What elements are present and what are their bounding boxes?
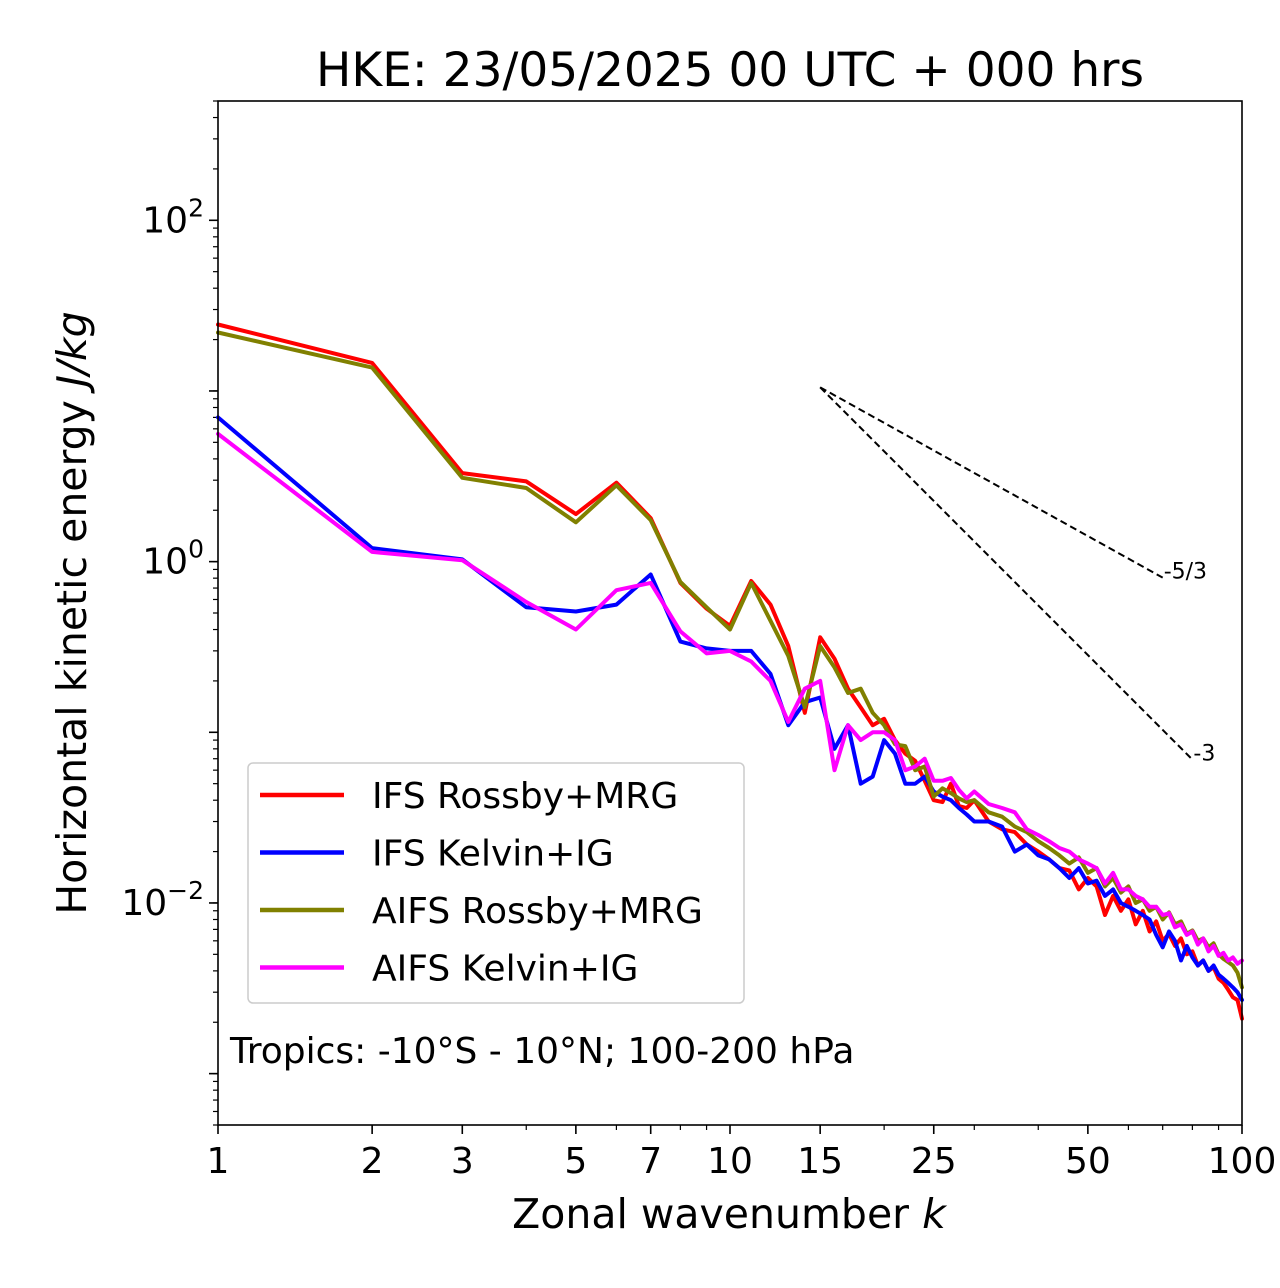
y-axis-label: Horizontal kinetic energy J/kg xyxy=(48,311,96,914)
x-tick-label: 5 xyxy=(564,1141,587,1182)
chart-title: HKE: 23/05/2025 00 UTC + 000 hrs xyxy=(316,43,1144,98)
legend-label: IFS Rossby+MRG xyxy=(372,776,678,817)
x-axis-label-var: k xyxy=(922,1190,948,1238)
x-tick-label: 10 xyxy=(707,1141,753,1182)
y-tick-label: 102 xyxy=(142,193,204,241)
y-axis-label-unit: J/kg xyxy=(48,311,96,394)
axis-ticks: 1 2 3 5 7 10 15 25 50 100 102 100 10−2 xyxy=(121,100,1277,1182)
x-tick-label: 15 xyxy=(797,1141,843,1182)
x-tick-label: 25 xyxy=(911,1141,957,1182)
x-tick-label: 100 xyxy=(1208,1141,1277,1182)
region-annotation: Tropics: -10°S - 10°N; 100-200 hPa xyxy=(229,1031,854,1072)
x-axis-label-text: Zonal wavenumber xyxy=(512,1190,922,1238)
data-series xyxy=(216,322,1244,1021)
legend-items: IFS Rossby+MRG IFS Kelvin+IG AIFS Rossby+M… xyxy=(260,776,703,990)
legend: IFS Rossby+MRG IFS Kelvin+IG AIFS Rossby+M… xyxy=(247,762,745,1004)
reference-line xyxy=(819,386,1194,761)
reference-line-label: -3 xyxy=(1193,742,1215,767)
x-tick-label: 50 xyxy=(1065,1141,1111,1182)
legend-box xyxy=(247,762,745,1004)
x-tick-label: 2 xyxy=(361,1141,384,1182)
x-tick-label: 7 xyxy=(639,1141,662,1182)
reference-line xyxy=(819,386,1164,579)
x-axis-label: Zonal wavenumber k xyxy=(512,1190,948,1238)
legend-label: IFS Kelvin+IG xyxy=(372,834,614,875)
plot-frame xyxy=(217,100,1243,1126)
x-tick-label: 3 xyxy=(451,1141,474,1182)
legend-label: AIFS Rossby+MRG xyxy=(372,891,703,932)
legend-label: AIFS Kelvin+IG xyxy=(372,949,638,990)
x-tick-label: 1 xyxy=(207,1141,230,1182)
reference-line-label: -5/3 xyxy=(1164,560,1207,585)
series-line xyxy=(216,431,1244,966)
series-line xyxy=(216,415,1244,1002)
y-tick-label: 10−2 xyxy=(121,876,204,924)
y-tick-label: 100 xyxy=(142,535,204,583)
y-axis-label-text: Horizontal kinetic energy xyxy=(48,387,96,915)
reference-slope-lines: -5/3 -3 xyxy=(819,386,1215,767)
